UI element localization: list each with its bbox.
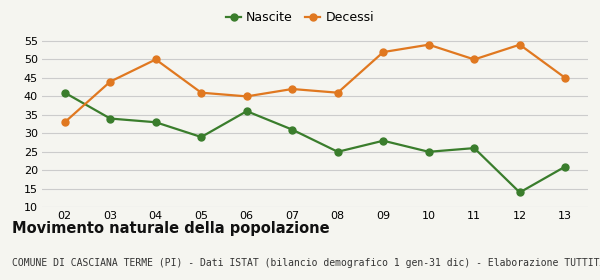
Decessi	[197, 91, 205, 94]
Nascite	[61, 91, 68, 94]
Line: Decessi: Decessi	[61, 41, 569, 126]
Nascite	[470, 146, 478, 150]
Nascite	[152, 121, 160, 124]
Nascite	[243, 109, 250, 113]
Decessi	[289, 87, 296, 91]
Decessi	[425, 43, 433, 46]
Nascite	[334, 150, 341, 153]
Line: Nascite: Nascite	[61, 89, 569, 196]
Nascite	[380, 139, 387, 143]
Decessi	[562, 76, 569, 80]
Nascite	[197, 135, 205, 139]
Decessi	[470, 58, 478, 61]
Decessi	[334, 91, 341, 94]
Decessi	[516, 43, 523, 46]
Text: COMUNE DI CASCIANA TERME (PI) - Dati ISTAT (bilancio demografico 1 gen-31 dic) -: COMUNE DI CASCIANA TERME (PI) - Dati IST…	[12, 258, 600, 268]
Nascite	[107, 117, 114, 120]
Nascite	[562, 165, 569, 168]
Nascite	[516, 191, 523, 194]
Decessi	[61, 121, 68, 124]
Nascite	[425, 150, 433, 153]
Nascite	[289, 128, 296, 131]
Text: Movimento naturale della popolazione: Movimento naturale della popolazione	[12, 221, 329, 236]
Decessi	[152, 58, 160, 61]
Decessi	[243, 95, 250, 98]
Decessi	[380, 50, 387, 54]
Decessi	[107, 80, 114, 83]
Legend: Nascite, Decessi: Nascite, Decessi	[221, 6, 379, 29]
